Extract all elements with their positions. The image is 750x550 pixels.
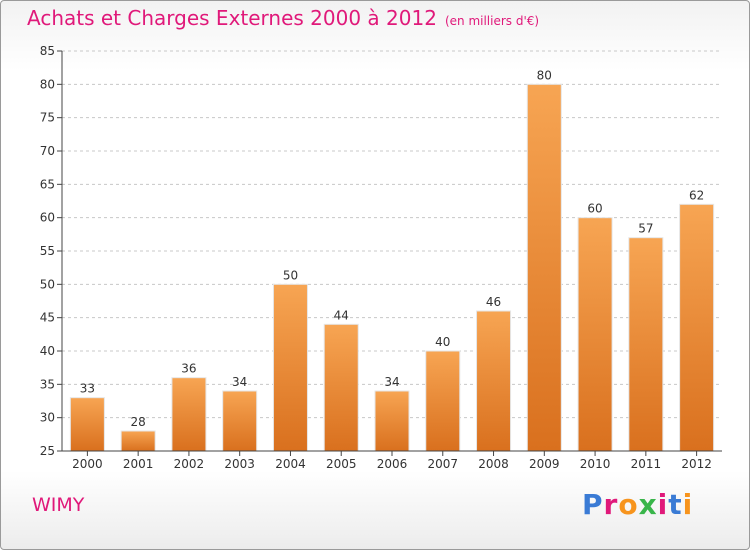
bar-value-label: 80 <box>537 68 552 82</box>
bar-value-label: 60 <box>587 202 602 216</box>
y-tick-label: 85 <box>40 44 55 58</box>
logo-letter: r <box>603 488 619 521</box>
x-tick-label: 2004 <box>275 457 306 471</box>
x-tick-label: 2010 <box>580 457 611 471</box>
bar-value-label: 34 <box>384 375 399 389</box>
logo-letter: t <box>668 488 683 521</box>
proxiti-logo[interactable]: Proxiti <box>582 488 693 521</box>
y-tick-label: 35 <box>40 377 55 391</box>
bar-2003 <box>222 390 258 452</box>
y-tick-label: 75 <box>40 111 55 125</box>
bar-2006 <box>374 390 410 452</box>
bar-2008 <box>476 310 512 452</box>
x-tick-label: 2006 <box>377 457 408 471</box>
y-tick-label: 80 <box>40 77 55 91</box>
chart-title-main: Achats et Charges Externes 2000 à 2012 <box>27 6 437 30</box>
x-tick-label: 2007 <box>427 457 458 471</box>
bar-value-label: 62 <box>689 188 704 202</box>
bar-value-label: 46 <box>486 295 501 309</box>
bar-2004 <box>272 283 308 452</box>
x-tick-label: 2005 <box>326 457 357 471</box>
bar-value-label: 57 <box>638 222 653 236</box>
bar-value-label: 34 <box>232 375 247 389</box>
x-tick-label: 2008 <box>478 457 509 471</box>
logo-letter: i <box>657 488 669 521</box>
logo-letter: P <box>582 488 604 521</box>
commune-name: WIMY <box>32 494 85 516</box>
y-tick-label: 40 <box>40 344 55 358</box>
bar-value-label: 50 <box>283 268 298 282</box>
bar-2009 <box>526 83 562 452</box>
bar-2011 <box>628 237 664 452</box>
x-tick-label: 2001 <box>123 457 154 471</box>
bar-value-label: 33 <box>80 382 95 396</box>
chart-title-unit: (en milliers d'€) <box>444 14 540 28</box>
y-tick-label: 55 <box>40 244 55 258</box>
bar-value-label: 28 <box>131 415 146 429</box>
bar-2005 <box>323 323 359 452</box>
bar-2002 <box>171 377 207 452</box>
bar-value-label: 44 <box>334 308 349 322</box>
bar-value-label: 40 <box>435 335 450 349</box>
y-tick-label: 30 <box>40 411 55 425</box>
axes: 25 30 35 40 45 50 55 60 65 70 75 80 85 2000 2001 2002 20… <box>40 44 722 471</box>
logo-letter: o <box>618 488 639 521</box>
chart-title: Achats et Charges Externes 2000 à 2012 (e… <box>27 6 539 30</box>
logo-letter: x <box>638 488 658 521</box>
y-tick-label: 70 <box>40 144 55 158</box>
bar-value-label: 36 <box>181 362 196 376</box>
x-tick-label: 2000 <box>72 457 103 471</box>
y-tick-label: 60 <box>40 211 55 225</box>
logo-letter: i <box>682 488 694 521</box>
x-tick-label: 2011 <box>631 457 662 471</box>
x-tick-label: 2009 <box>529 457 560 471</box>
bar-2001 <box>120 430 156 452</box>
bar-2000 <box>69 397 105 452</box>
x-tick-label: 2002 <box>174 457 205 471</box>
y-tick-label: 65 <box>40 177 55 191</box>
bar-2007 <box>425 350 461 452</box>
bar-2010 <box>577 217 613 452</box>
y-tick-label: 45 <box>40 311 55 325</box>
bar-2012 <box>679 203 715 452</box>
x-tick-label: 2003 <box>224 457 255 471</box>
y-tick-label: 25 <box>40 444 55 458</box>
y-tick-label: 50 <box>40 277 55 291</box>
bars: 33 28 36 34 50 44 34 40 46 80 60 57 62 <box>69 68 715 452</box>
x-tick-label: 2012 <box>681 457 712 471</box>
